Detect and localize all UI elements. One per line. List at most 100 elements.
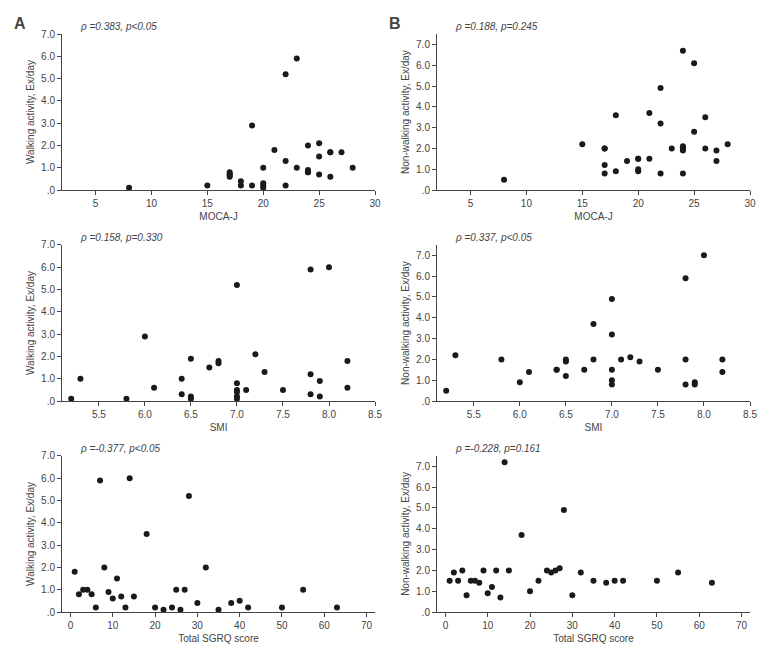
svg-text:ρ =0.188, p=0.245: ρ =0.188, p=0.245 [455,21,538,32]
svg-text:4.0: 4.0 [41,517,55,528]
svg-text:ρ =0.158, p=0.330: ρ =0.158, p=0.330 [80,232,163,243]
svg-text:Walking activity, Ex/day: Walking activity, Ex/day [25,60,36,164]
svg-text:6.0: 6.0 [138,409,152,420]
svg-text:7.0: 7.0 [41,450,55,461]
svg-text:5: 5 [93,198,99,209]
svg-text:50: 50 [276,620,288,631]
svg-text:8.0: 8.0 [697,409,711,420]
svg-text:10: 10 [482,620,494,631]
svg-text:8.5: 8.5 [368,409,382,420]
svg-text:5.5: 5.5 [92,409,106,420]
svg-text:40: 40 [609,620,621,631]
svg-text:4.0: 4.0 [416,312,430,323]
svg-text:7.5: 7.5 [276,409,290,420]
svg-text:5.0: 5.0 [41,284,55,295]
svg-text:7.0: 7.0 [416,39,430,50]
svg-text:4.0: 4.0 [416,101,430,112]
svg-text:25: 25 [689,198,701,209]
svg-text:Walking activity, Ex/day: Walking activity, Ex/day [25,271,36,375]
svg-text:A: A [14,15,26,32]
svg-text:.0: .0 [47,607,56,618]
svg-text:ρ =-0.377, p<0.05: ρ =-0.377, p<0.05 [80,443,161,454]
svg-text:ρ =0.337, p<0.05: ρ =0.337, p<0.05 [455,232,532,243]
svg-text:20: 20 [524,620,536,631]
svg-text:5.0: 5.0 [416,81,430,92]
svg-text:2.0: 2.0 [41,140,55,151]
svg-text:7.0: 7.0 [230,409,244,420]
svg-text:15: 15 [202,198,214,209]
svg-text:1.0: 1.0 [416,164,430,175]
svg-text:MOCA-J: MOCA-J [574,211,612,222]
svg-text:2.0: 2.0 [41,351,55,362]
svg-text:Non-walking activity, Ex/day: Non-walking activity, Ex/day [400,261,411,385]
svg-text:0: 0 [443,620,449,631]
svg-text:1.0: 1.0 [41,584,55,595]
svg-text:4.0: 4.0 [41,95,55,106]
svg-text:30: 30 [744,198,756,209]
svg-text:20: 20 [633,198,645,209]
svg-text:60: 60 [319,620,331,631]
svg-text:10: 10 [107,620,119,631]
svg-text:5: 5 [468,198,474,209]
svg-text:SMI: SMI [210,422,228,433]
svg-text:7.5: 7.5 [651,409,665,420]
svg-text:ρ =-0.228, p=0.161: ρ =-0.228, p=0.161 [455,443,541,454]
svg-text:ρ =0.383, p<0.05: ρ =0.383, p<0.05 [80,21,157,32]
svg-text:7.0: 7.0 [416,461,430,472]
svg-text:.0: .0 [422,607,431,618]
svg-text:2.0: 2.0 [41,562,55,573]
svg-text:.0: .0 [422,396,431,407]
svg-text:5.0: 5.0 [41,73,55,84]
svg-text:30: 30 [369,198,381,209]
svg-text:Walking activity, Ex/day: Walking activity, Ex/day [25,482,36,586]
svg-text:4.0: 4.0 [416,523,430,534]
svg-text:6.5: 6.5 [559,409,573,420]
svg-text:5.0: 5.0 [416,291,430,302]
svg-text:.0: .0 [47,185,56,196]
svg-text:3.0: 3.0 [41,329,55,340]
svg-text:6.0: 6.0 [416,60,430,71]
svg-text:3.0: 3.0 [416,544,430,555]
svg-text:1.0: 1.0 [41,162,55,173]
svg-text:6.0: 6.0 [416,482,430,493]
svg-text:6.0: 6.0 [416,271,430,282]
svg-text:50: 50 [651,620,663,631]
svg-text:6.0: 6.0 [41,473,55,484]
svg-text:2.0: 2.0 [416,143,430,154]
svg-text:70: 70 [736,620,748,631]
svg-text:15: 15 [577,198,589,209]
svg-text:7.0: 7.0 [605,409,619,420]
svg-text:30: 30 [192,620,204,631]
svg-text:2.0: 2.0 [416,354,430,365]
svg-text:3.0: 3.0 [416,333,430,344]
svg-text:1.0: 1.0 [416,586,430,597]
svg-text:.0: .0 [47,396,56,407]
svg-text:2.0: 2.0 [416,565,430,576]
svg-text:30: 30 [567,620,579,631]
svg-text:10: 10 [521,198,533,209]
svg-text:3.0: 3.0 [416,122,430,133]
svg-text:6.0: 6.0 [41,262,55,273]
svg-text:5.0: 5.0 [41,495,55,506]
svg-text:25: 25 [314,198,326,209]
svg-text:Non-walking activity, Ex/day: Non-walking activity, Ex/day [400,472,411,596]
svg-text:1.0: 1.0 [416,375,430,386]
svg-text:1.0: 1.0 [41,373,55,384]
svg-text:Total SGRQ score: Total SGRQ score [178,633,259,644]
svg-text:5.5: 5.5 [467,409,481,420]
svg-text:B: B [389,15,401,32]
svg-text:6.0: 6.0 [41,51,55,62]
svg-text:7.0: 7.0 [416,250,430,261]
svg-text:20: 20 [258,198,270,209]
svg-text:10: 10 [146,198,158,209]
svg-text:4.0: 4.0 [41,306,55,317]
svg-text:3.0: 3.0 [41,118,55,129]
svg-text:0: 0 [68,620,74,631]
svg-text:70: 70 [361,620,373,631]
svg-text:7.0: 7.0 [41,239,55,250]
svg-text:20: 20 [150,620,162,631]
svg-text:MOCA-J: MOCA-J [199,211,237,222]
svg-text:40: 40 [234,620,246,631]
svg-text:8.0: 8.0 [322,409,336,420]
svg-text:SMI: SMI [585,422,603,433]
